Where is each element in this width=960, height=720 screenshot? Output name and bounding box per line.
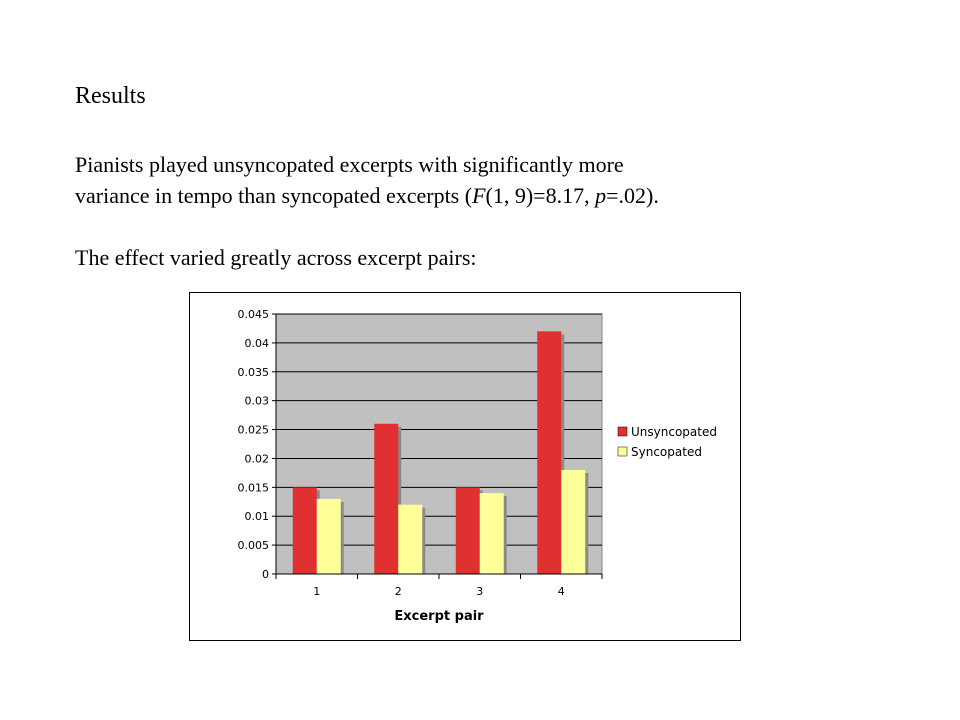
y-tick-label: 0.025 — [238, 424, 270, 437]
x-tick-label: 4 — [558, 585, 565, 598]
bar-syncopated-1 — [316, 498, 341, 574]
axes — [272, 313, 603, 579]
y-tick-label: 0.045 — [238, 308, 270, 321]
effect-paragraph: The effect varied greatly across excerpt… — [75, 245, 477, 270]
x-tick-label: 2 — [395, 585, 402, 598]
bar-syncopated-4 — [561, 470, 586, 574]
y-tick-label: 0.015 — [238, 481, 270, 494]
y-tick-labels: 0 0.005 0.01 0.015 0.02 0.025 0.03 0.035 0.04 0.0… — [238, 308, 270, 581]
bars — [292, 331, 589, 574]
result-line-1: Pianists played unsyncopated excerpts wi… — [75, 152, 624, 177]
y-tick-label: 0.03 — [245, 395, 270, 408]
legend-swatch-unsyncopated — [617, 426, 628, 437]
result-paragraph: Pianists played unsyncopated excerpts wi… — [75, 149, 659, 211]
y-tick-label: 0.01 — [245, 510, 270, 523]
y-tick-label: 0.035 — [238, 366, 270, 379]
y-tick-label: 0 — [262, 568, 269, 581]
slide-title: Results — [75, 83, 146, 109]
bar-unsyncopated-3 — [455, 487, 480, 574]
chart-frame: 0 0.005 0.01 0.015 0.02 0.025 0.03 0.035 0.04 0.0… — [189, 292, 741, 641]
bar-unsyncopated-1 — [292, 487, 317, 574]
legend-label-unsyncopated: Unsyncopated — [631, 425, 717, 439]
y-tick-label: 0.04 — [245, 337, 270, 350]
legend-label-syncopated: Syncopated — [631, 445, 702, 459]
legend: Unsyncopated Syncopated — [617, 425, 717, 459]
bar-unsyncopated-4 — [537, 331, 562, 574]
stat-f-args: (1, 9)=8.17, — [485, 183, 596, 208]
legend-swatch-syncopated — [617, 446, 628, 457]
x-tick-label: 3 — [476, 585, 483, 598]
stat-f-symbol: F — [472, 183, 486, 208]
y-tick-label: 0.02 — [245, 452, 270, 465]
stat-p-symbol: p — [595, 183, 607, 208]
x-tick-label: 1 — [313, 585, 320, 598]
stat-p-value: =.02). — [606, 183, 659, 208]
x-axis-title: Excerpt pair — [394, 609, 484, 624]
bar-syncopated-3 — [479, 493, 504, 574]
bar-unsyncopated-2 — [374, 423, 399, 574]
bar-chart: 0 0.005 0.01 0.015 0.02 0.025 0.03 0.035 0.04 0.0… — [238, 308, 717, 624]
x-tick-labels: 1 2 3 4 — [313, 585, 565, 598]
result-line-2: variance in tempo than syncopated excerp… — [75, 183, 473, 208]
bar-syncopated-2 — [398, 504, 423, 574]
y-tick-label: 0.005 — [238, 539, 270, 552]
